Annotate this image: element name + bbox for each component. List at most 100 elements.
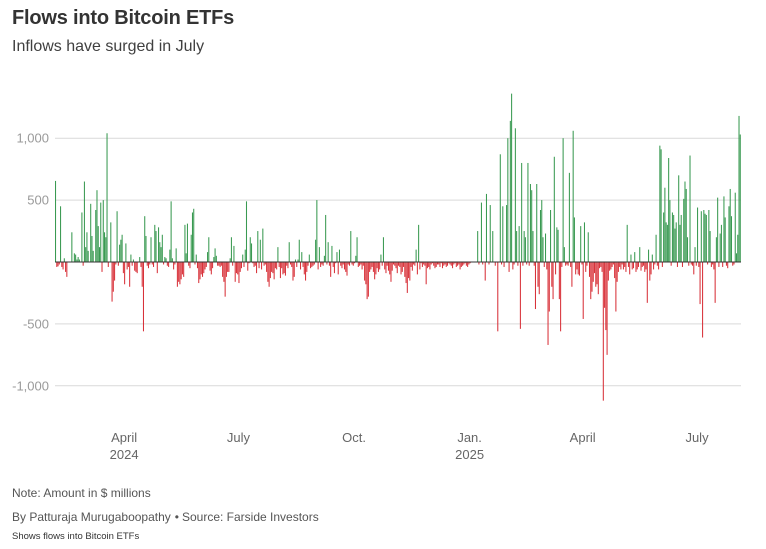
outflow-bar [176, 262, 178, 287]
outflow-bar [399, 262, 401, 267]
outflow-bar [560, 262, 562, 332]
outflow-bar [179, 262, 181, 285]
inflow-bar [120, 239, 122, 262]
inflow-bar [102, 200, 104, 262]
outflow-bar [273, 262, 275, 280]
outflow-bar [253, 262, 255, 267]
outflow-bar [300, 262, 302, 270]
outflow-bar [699, 262, 701, 305]
outflow-bar [320, 262, 322, 267]
inflow-bar [539, 210, 542, 262]
inflow-bar [185, 253, 187, 262]
inflow-bar [110, 222, 112, 262]
outflow-bar [733, 262, 735, 265]
outflow-bar [117, 262, 119, 266]
alt-text: Shows flows into Bitcoin ETFs [12, 531, 140, 542]
inflow-bar [675, 222, 677, 262]
inflow-bar [415, 249, 417, 262]
chart-title: Flows into Bitcoin ETFs [12, 7, 235, 29]
x-tick-label: Oct. [342, 430, 366, 445]
outflow-bar [551, 262, 553, 287]
outflow-bar [594, 262, 596, 274]
outflow-bar [445, 262, 447, 267]
inflow-bar [170, 201, 172, 262]
outflow-bar [366, 262, 368, 300]
inflow-bar [674, 228, 676, 262]
outflow-bar [488, 262, 490, 265]
inflow-bar [55, 180, 57, 262]
inflow-bar [527, 162, 529, 262]
inflow-bar [485, 193, 487, 262]
inflow-bar [87, 250, 89, 262]
outflow-bar [576, 262, 578, 270]
inflow-bar [556, 227, 558, 262]
inflow-bar [523, 231, 525, 262]
outflow-bar [209, 262, 211, 271]
outflow-bar [389, 262, 391, 275]
inflow-bar [704, 213, 706, 262]
outflow-bar [346, 262, 348, 276]
outflow-bar [591, 262, 593, 292]
outflow-bar [606, 262, 608, 355]
outflow-bar [441, 262, 444, 269]
outflow-bar [454, 262, 456, 264]
outflow-bar [248, 262, 250, 264]
inflow-bar [327, 242, 329, 262]
inflow-bar [159, 242, 161, 262]
outflow-bar [464, 262, 466, 264]
outflow-bar [625, 262, 627, 272]
outflow-bar [217, 262, 219, 266]
outflow-bar [147, 262, 150, 269]
outflow-bar [122, 262, 124, 274]
outflow-bar [455, 262, 457, 267]
inflow-bar [233, 245, 235, 262]
outflow-bar [335, 262, 337, 264]
inflow-bar [734, 192, 736, 262]
inflow-bar [230, 237, 232, 262]
outflow-bar [718, 262, 720, 267]
inflow-bar [121, 234, 123, 262]
outflow-bar [168, 262, 170, 267]
outflow-bar [725, 262, 727, 266]
outflow-bar [416, 262, 418, 275]
outflow-bar [508, 262, 510, 272]
inflow-bar [665, 222, 667, 262]
outflow-bar [478, 262, 480, 265]
outflow-bar [398, 262, 400, 266]
outflow-bar [392, 262, 395, 265]
outflow-bar [578, 262, 580, 276]
outflow-bar [362, 262, 364, 266]
outflow-bar [585, 262, 587, 272]
inflow-bar [666, 224, 668, 262]
outflow-bar [629, 262, 631, 275]
inflow-bar [524, 237, 526, 262]
outflow-bar [390, 262, 392, 282]
outflow-bar [222, 262, 224, 277]
outflow-bar [624, 262, 626, 267]
inflow-bar [738, 115, 740, 262]
outflow-bar [66, 262, 68, 277]
inflow-bar [723, 196, 725, 262]
outflow-bar [601, 262, 603, 272]
outflow-bar [635, 262, 637, 272]
outflow-bar [115, 262, 117, 265]
y-tick-label: -500 [23, 316, 49, 331]
inflow-bar [502, 206, 504, 262]
outflow-bar [732, 262, 734, 266]
inflow-bar [76, 259, 78, 262]
outflow-bar [643, 262, 645, 266]
inflow-bar [689, 155, 691, 262]
inflow-bar [694, 247, 696, 262]
outflow-bar [194, 262, 196, 265]
outflow-bar [575, 262, 577, 275]
outflow-bar [443, 262, 445, 266]
inflow-bar [169, 249, 171, 262]
outflow-bar [313, 262, 315, 265]
outflow-bar [546, 262, 548, 270]
outflow-bar [204, 262, 206, 270]
inflow-bar [489, 205, 491, 262]
outflow-bar [306, 262, 308, 272]
outflow-bar [453, 262, 455, 265]
outflow-bar [173, 262, 175, 270]
inflow-bar [288, 242, 290, 262]
